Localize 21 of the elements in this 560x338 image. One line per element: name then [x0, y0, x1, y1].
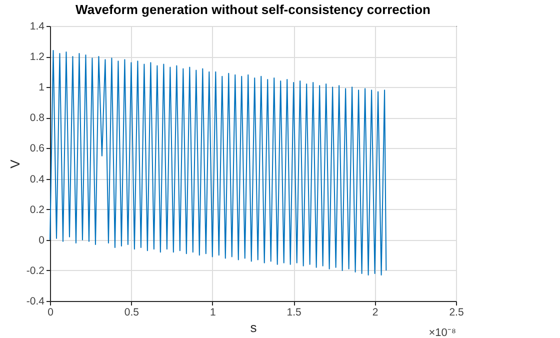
y-tick-label: 0.2 — [30, 204, 45, 216]
text: ×10⁻⁸ — [428, 327, 456, 338]
x-tick-label: 1 — [210, 306, 216, 318]
x-axis-title: s — [250, 320, 258, 335]
y-tick-label: 1 — [38, 82, 45, 94]
x-tick-label: 1.5 — [286, 306, 302, 318]
x-tick-label: 2 — [372, 306, 378, 318]
y-axis-title: V — [7, 159, 22, 168]
y-tick-label: 0.4 — [30, 173, 45, 186]
x-tick-label: 2.5 — [449, 306, 464, 318]
y-tick-label: 1.2 — [30, 51, 45, 64]
line-series — [50, 50, 387, 276]
y-tick-label: 0 — [38, 234, 45, 246]
y-tick-label: 0.6 — [30, 142, 45, 155]
x-tick-label: 0.5 — [124, 306, 140, 318]
y-tick-label: -0.2 — [26, 264, 45, 277]
x-tick-label: 0 — [48, 306, 54, 318]
y-tick-label: 1.4 — [30, 20, 45, 32]
chart-title: Waveform generation without self-consistency correction — [76, 2, 431, 17]
y-tick-label: 0.8 — [30, 112, 45, 124]
y-tick-label: -0.4 — [26, 296, 45, 308]
